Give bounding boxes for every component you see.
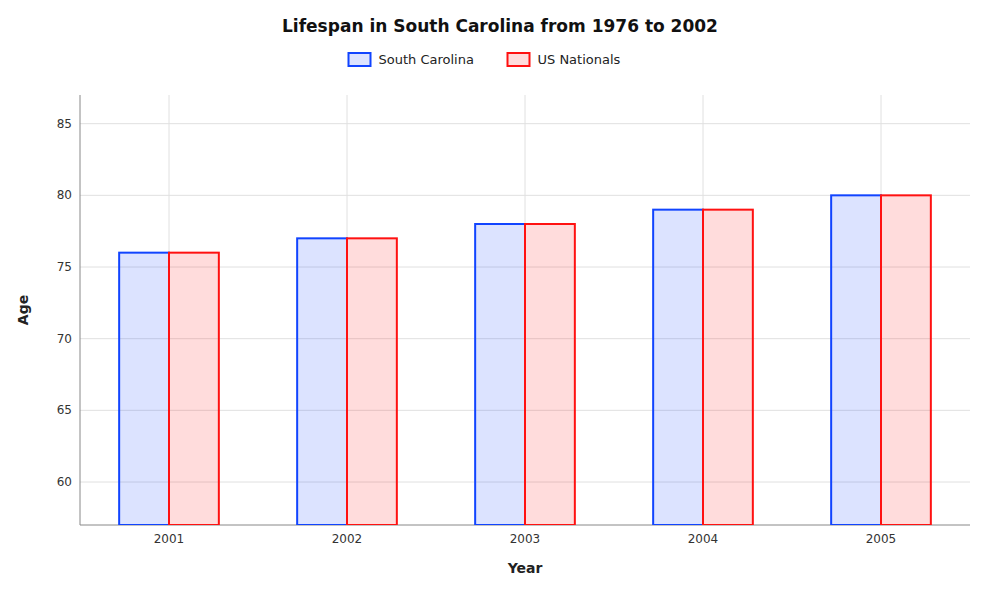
legend-swatch	[508, 53, 530, 66]
bar	[831, 195, 881, 525]
y-axis-line	[80, 95, 81, 525]
legend-label: US Nationals	[538, 52, 621, 67]
bar	[881, 195, 931, 525]
bars	[119, 195, 931, 525]
x-axis-label: Year	[507, 560, 543, 576]
y-tick-label: 80	[57, 188, 72, 202]
y-tick-label: 70	[57, 332, 72, 346]
x-tick-label: 2005	[866, 532, 897, 546]
y-axis-label: Age	[15, 295, 31, 325]
bar	[347, 238, 397, 525]
title: Lifespan in South Carolina from 1976 to …	[282, 16, 718, 36]
x-tick-label: 2002	[332, 532, 363, 546]
y-tick-label: 60	[57, 475, 72, 489]
y-tick-label: 85	[57, 117, 72, 131]
legend-swatch	[349, 53, 371, 66]
y-tick-label: 65	[57, 403, 72, 417]
bar	[119, 253, 169, 525]
legend-label: South Carolina	[379, 52, 474, 67]
chart: 60 65 70 75 80 85 2001 2002 2003 2004 2005 Year Age L…	[0, 0, 1000, 600]
y-tick-label: 75	[57, 260, 72, 274]
bar	[653, 210, 703, 525]
legend: South Carolina US Nationals	[349, 52, 621, 67]
x-tick-label: 2004	[688, 532, 719, 546]
grid	[80, 95, 970, 525]
x-tick-label: 2001	[154, 532, 185, 546]
bar	[169, 253, 219, 525]
bar	[475, 224, 525, 525]
bar	[525, 224, 575, 525]
chart-container: 60 65 70 75 80 85 2001 2002 2003 2004 2005 Year Age L…	[0, 0, 1000, 600]
bar	[297, 238, 347, 525]
x-tick-label: 2003	[510, 532, 541, 546]
bar	[703, 210, 753, 525]
